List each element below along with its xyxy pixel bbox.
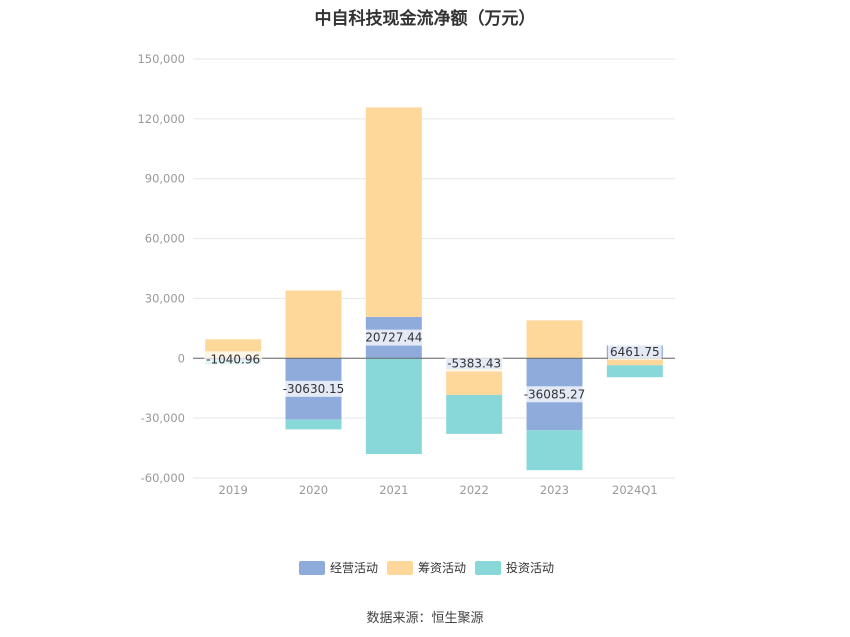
bar[interactable]	[285, 290, 342, 359]
y-tick-label: -30,000	[141, 411, 185, 425]
y-tick-label: 60,000	[145, 232, 185, 246]
bar[interactable]	[365, 107, 422, 317]
grid-layer	[193, 58, 675, 479]
x-tick-label: 2023	[540, 483, 569, 497]
data-label-background	[608, 343, 662, 360]
data-label: 6461.75	[610, 345, 660, 359]
data-label-background	[363, 329, 425, 346]
bar[interactable]	[446, 369, 503, 395]
legend-swatch[interactable]	[299, 561, 325, 575]
bar[interactable]	[365, 358, 422, 455]
chart-title: 中自科技现金流净额（万元）	[314, 9, 536, 29]
legend-layer[interactable]: 经营活动 筹资活动 投资活动	[299, 560, 554, 575]
data-label-background	[280, 380, 347, 397]
y-tick-label: 150,000	[137, 52, 185, 66]
legend-swatch[interactable]	[475, 561, 501, 575]
x-tick-label: 2024Q1	[612, 483, 658, 497]
legend-label[interactable]: 投资活动	[506, 560, 554, 575]
y-tick-label: 120,000	[137, 112, 185, 126]
bar[interactable]	[606, 365, 663, 378]
y-tick-label: 90,000	[145, 172, 185, 186]
legend-label[interactable]: 经营活动	[330, 561, 378, 575]
data-label: -5383.43	[447, 357, 501, 371]
bars-layer	[205, 107, 663, 471]
x-tick-label: 2021	[379, 483, 408, 497]
bar[interactable]	[606, 358, 663, 366]
data-label: -1040.96	[206, 352, 260, 366]
labels-layer: -1040.96 -30630.15 20727.44 -5383.43 -36085.…	[204, 329, 662, 403]
source-note: 数据来源：恒生聚源	[366, 611, 484, 626]
bar[interactable]	[526, 320, 583, 359]
data-label: -36085.27	[524, 387, 586, 401]
data-label-background	[445, 355, 504, 372]
legend-swatch[interactable]	[387, 561, 413, 575]
data-label-background	[521, 386, 588, 403]
y-tick-label: 0	[178, 351, 185, 365]
x-tick-label: 2020	[299, 483, 328, 497]
x-tick-label: 2019	[219, 483, 248, 497]
legend-label[interactable]: 筹资活动	[418, 561, 466, 575]
bar[interactable]	[446, 394, 503, 434]
data-label: -30630.15	[283, 382, 345, 396]
x-tick-label: 2022	[460, 483, 489, 497]
y-tick-label: 30,000	[145, 291, 185, 305]
y-tick-label: -60,000	[141, 471, 185, 485]
data-label: 20727.44	[365, 331, 422, 345]
bar[interactable]	[526, 430, 583, 471]
data-label-background	[204, 351, 263, 368]
axis-layer: 150,000 120,000 90,000 60,000 30,000 0 -30,000…	[137, 52, 675, 497]
bar[interactable]	[285, 419, 342, 430]
